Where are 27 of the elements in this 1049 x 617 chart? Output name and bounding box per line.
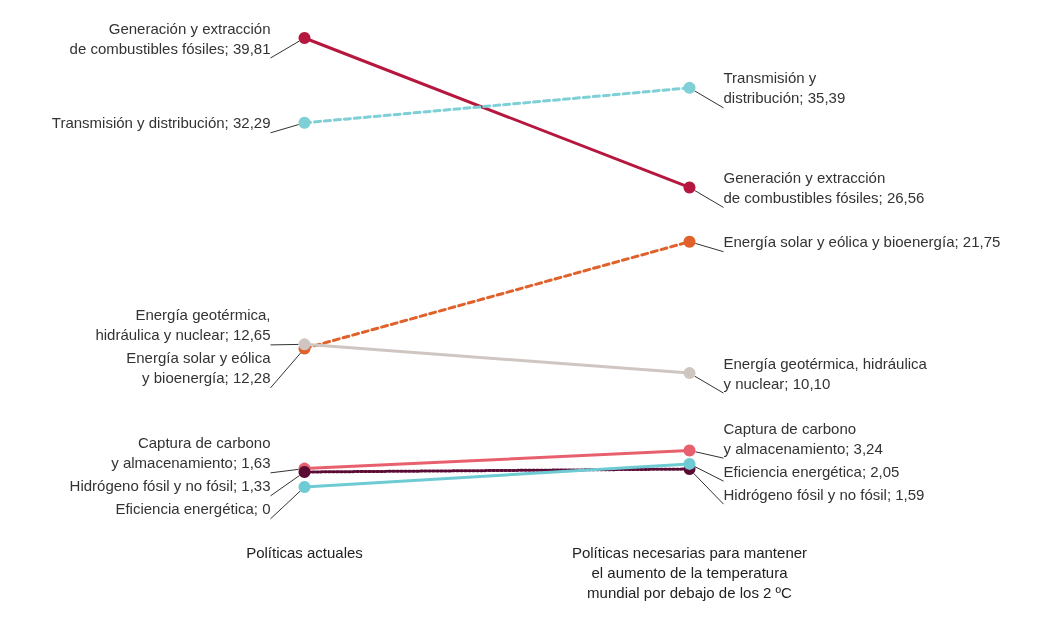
data-label: Hidrógeno fósil y no fósil; 1,59 (723, 485, 925, 503)
point (683, 444, 696, 457)
x-tick-label: Políticas actuales (246, 543, 363, 561)
data-label: Generación y extracción de combustibles fósiles; 26,56 (723, 168, 925, 206)
data-label: Eficiencia energética; 0 (115, 500, 271, 518)
x-tick-label: Políticas necesarias para mantener el aumento de la temperatura mundial por debajo de los 2 ºC (571, 543, 808, 601)
point (683, 457, 696, 470)
point (683, 81, 696, 94)
data-label: Captura de carbono y almacenamiento; 3,24 (723, 419, 883, 457)
point (298, 481, 311, 493)
point (298, 116, 311, 129)
data-label: Energía solar y eólica y bioenergía; 12,28 (126, 349, 272, 387)
point (683, 367, 696, 380)
point (683, 181, 696, 194)
data-label: Captura de carbono y almacenamiento; 1,63 (111, 434, 271, 472)
data-label: Generación y extracción de combustibles fósiles; 39,81 (69, 19, 271, 57)
data-label: Energía geotérmica, hidráulica y nuclear; 12,65 (95, 306, 271, 344)
point (298, 466, 311, 478)
point (683, 235, 696, 248)
data-label: Hidrógeno fósil y no fósil; 1,33 (69, 477, 271, 495)
point (298, 32, 311, 44)
data-label: Eficiencia energética; 2,05 (723, 462, 900, 480)
data-label: Energía geotérmica, hidráulica y nuclear; 10,10 (723, 354, 928, 392)
data-label: Energía solar y eólica y bioenergía; 21,75 (723, 233, 1001, 251)
data-label: Transmisión y distribución; 35,39 (723, 69, 846, 107)
point (298, 338, 311, 351)
data-label: Transmisión y distribución; 32,29 (51, 114, 271, 132)
